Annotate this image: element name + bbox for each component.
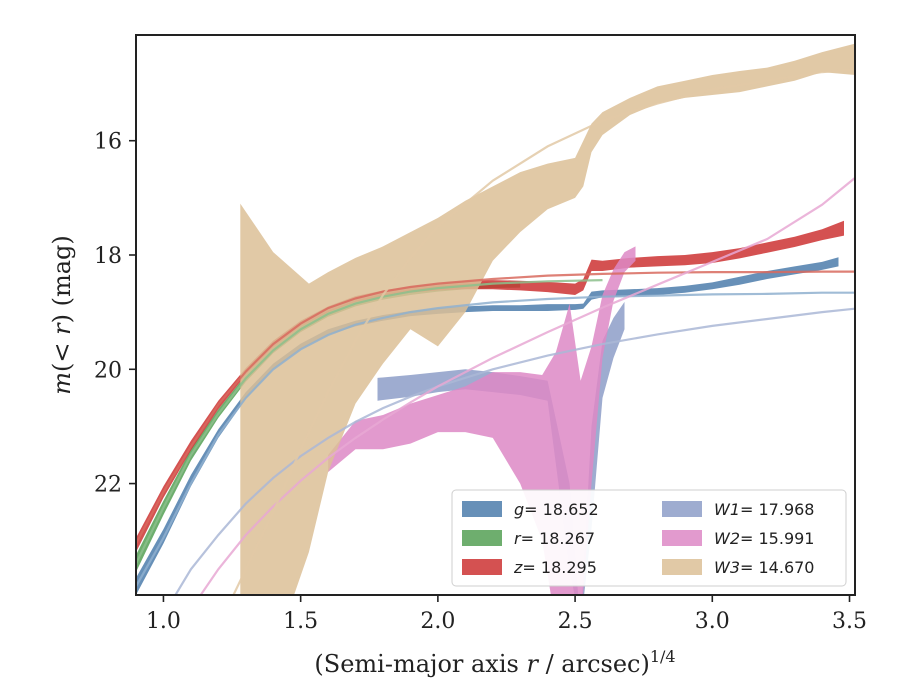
legend-value-W2: = 15.991 bbox=[740, 529, 814, 548]
legend-swatch-W1 bbox=[662, 501, 702, 517]
legend-symbol-r: r bbox=[514, 529, 522, 548]
legend-value-r: = 18.267 bbox=[521, 529, 595, 548]
legend-value-g: = 18.652 bbox=[524, 500, 598, 519]
fit-line-z bbox=[136, 270, 855, 545]
legend-swatch-z bbox=[462, 559, 502, 575]
band-z bbox=[136, 220, 844, 553]
y-tick-label: 16 bbox=[94, 130, 122, 155]
x-tick-label: 3.0 bbox=[695, 609, 730, 634]
plot-frame bbox=[135, 34, 856, 596]
fit-line-W2 bbox=[199, 177, 855, 595]
y-axis-label-m: m bbox=[48, 372, 76, 395]
legend-symbol-W2: W2 bbox=[714, 529, 740, 548]
x-axis-label-exponent: 1/4 bbox=[650, 647, 676, 666]
x-axis-label-unit: / arcsec) bbox=[538, 650, 650, 678]
legend-swatch-g bbox=[462, 501, 502, 517]
x-tick-label: 2.5 bbox=[558, 609, 593, 634]
legend-label-r: r= 18.267 bbox=[514, 529, 595, 548]
legend-swatch-W2 bbox=[662, 530, 702, 546]
legend-swatch-W3 bbox=[662, 559, 702, 575]
y-tick-label: 22 bbox=[94, 473, 122, 498]
fit-line-W1 bbox=[174, 307, 855, 595]
legend-label-W1: W1= 17.968 bbox=[714, 500, 814, 519]
legend-symbol-z: z bbox=[513, 558, 523, 577]
y-axis-label-close: ) (mag) bbox=[48, 235, 76, 323]
y-axis-label-open: (< bbox=[48, 335, 76, 372]
y-axis-label-r: r bbox=[48, 322, 76, 335]
x-tick-label: 3.5 bbox=[832, 609, 867, 634]
legend-swatch-r bbox=[462, 530, 502, 546]
legend-label-W3: W3= 14.670 bbox=[714, 558, 814, 577]
x-tick-label: 1.0 bbox=[146, 609, 181, 634]
x-tick-label: 1.5 bbox=[283, 609, 318, 634]
legend-label-W2: W2= 15.991 bbox=[714, 529, 814, 548]
legend-symbol-W1: W1 bbox=[714, 500, 740, 519]
x-axis-label-main: (Semi-major axis bbox=[314, 650, 526, 678]
legend-value-W1: = 17.968 bbox=[740, 500, 814, 519]
y-tick-label: 20 bbox=[94, 358, 122, 383]
legend-value-W3: = 14.670 bbox=[740, 558, 814, 577]
fit-line-r bbox=[136, 279, 603, 565]
band-W1 bbox=[377, 301, 625, 595]
legend-label-g: g= 18.652 bbox=[514, 500, 599, 519]
axes: 1.0 1.5 2.0 2.5 3.0 3.5 16 18 20 22 bbox=[94, 130, 867, 634]
fit-line-g bbox=[136, 291, 855, 587]
y-axis-label: m(< r) (mag) bbox=[48, 235, 76, 395]
legend-symbol-g: g bbox=[514, 500, 524, 519]
band-W3 bbox=[240, 43, 855, 595]
legend-value-z: = 18.295 bbox=[522, 558, 596, 577]
legend-label-z: z= 18.295 bbox=[513, 558, 597, 577]
legend-frame bbox=[451, 489, 847, 587]
y-tick-label: 18 bbox=[94, 244, 122, 269]
fit-line-W3 bbox=[232, 68, 855, 595]
x-axis-label: (Semi-major axis r / arcsec)1/4 bbox=[314, 647, 675, 678]
x-tick-label: 2.0 bbox=[420, 609, 455, 634]
x-axis-label-variable: r bbox=[526, 650, 539, 678]
legend-symbol-W3: W3 bbox=[714, 558, 740, 577]
